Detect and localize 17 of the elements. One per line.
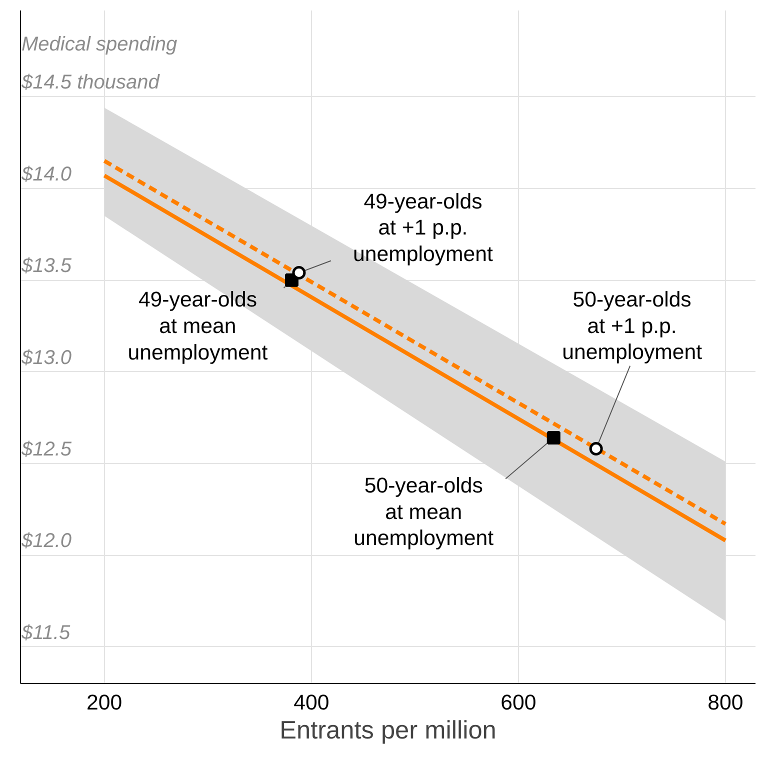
y-tick-label: $12.0 bbox=[20, 530, 72, 552]
x-tick-label: 600 bbox=[500, 690, 536, 714]
y-tick-label: $12.5 bbox=[20, 438, 72, 460]
x-tick-label: 200 bbox=[86, 690, 122, 714]
x-axis-title: Entrants per million bbox=[280, 716, 496, 744]
annotation: 50-year-olds at +1 p.p. unemployment bbox=[562, 287, 702, 364]
y-tick-label: $13.0 bbox=[20, 346, 72, 369]
y-axis-title: Medical spending bbox=[22, 34, 178, 56]
y-tick-label: $11.5 bbox=[20, 622, 71, 644]
annotation: 49-year-olds at mean unemployment bbox=[128, 288, 268, 364]
y-tick-label: $14.5 thousand bbox=[20, 72, 160, 94]
y-tick-label: $14.0 bbox=[20, 163, 72, 186]
x-tick-label: 400 bbox=[294, 690, 330, 714]
annotation: 50-year-olds at mean unemployment bbox=[354, 473, 494, 550]
annotation: 49-year-olds at +1 p.p. unemployment bbox=[353, 189, 493, 266]
x-tick-label: 800 bbox=[708, 690, 744, 714]
y-tick-label: $13.5 bbox=[20, 255, 72, 278]
